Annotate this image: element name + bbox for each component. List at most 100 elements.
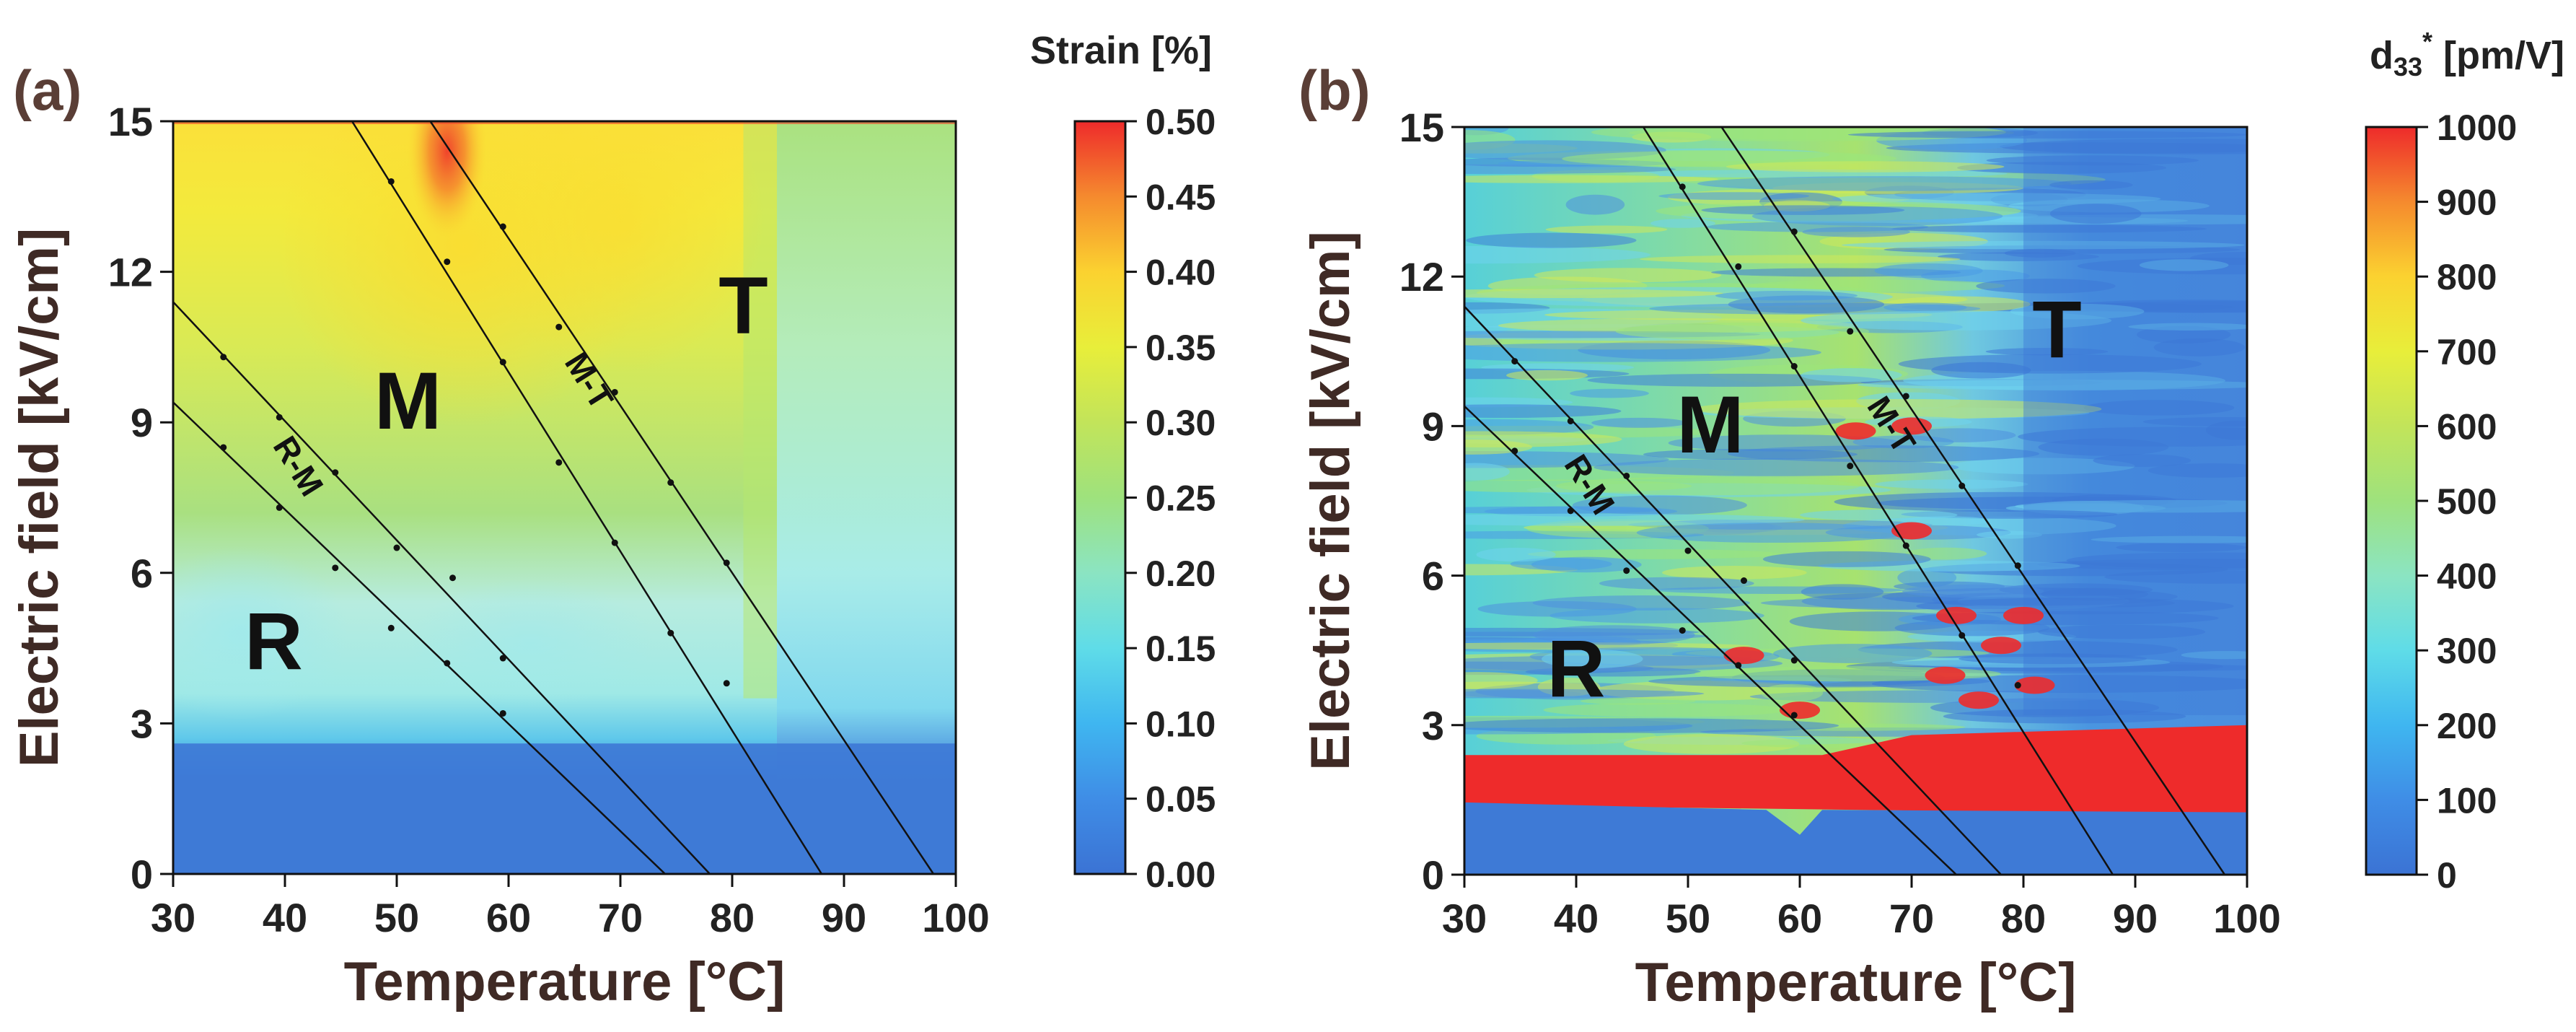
transition-marker (1959, 482, 1966, 489)
phase-boundary-line (429, 121, 935, 874)
plot-frame (172, 120, 957, 875)
x-axis-title: Temperature [°C] (344, 951, 786, 1013)
y-tick-label: 15 (108, 99, 153, 144)
colorbar-tick-label: 0.50 (1146, 102, 1216, 142)
colorbar-tick-label: 0.00 (1146, 854, 1216, 895)
transition-marker (667, 479, 674, 486)
transition-marker (444, 258, 451, 266)
y-tick-label: 3 (1422, 703, 1444, 748)
x-tick-label: 50 (1666, 896, 1710, 941)
y-tick-label: 15 (1399, 105, 1444, 150)
transition-marker (555, 323, 563, 331)
phase-boundary-line (1464, 305, 2002, 875)
transition-marker (667, 629, 674, 637)
phase-boundary-line (173, 401, 666, 874)
transition-marker (499, 709, 506, 717)
y-tick-label: 12 (1399, 254, 1444, 299)
transition-marker (1684, 547, 1692, 554)
y-tick-label: 9 (1422, 403, 1444, 449)
x-tick-label: 30 (151, 895, 195, 940)
transition-marker (1847, 463, 1854, 470)
transition-marker (1567, 507, 1574, 515)
colorbar-tick-label: 0.35 (1146, 328, 1216, 368)
transition-marker (1741, 577, 1747, 585)
x-tick-label: 40 (1554, 896, 1599, 941)
x-tick-label: 70 (598, 895, 643, 940)
transition-marker (1511, 358, 1518, 365)
y-axis-title: Electric field [kV/cm] (9, 228, 70, 768)
transition-marker (1790, 712, 1798, 719)
colorbar-title: Strain [%] (1030, 29, 1212, 72)
transition-marker (1735, 263, 1742, 270)
transition-marker (1679, 183, 1686, 191)
transition-marker (1511, 447, 1518, 455)
x-tick-label: 60 (486, 895, 531, 940)
x-tick-label: 30 (1442, 896, 1487, 941)
plot-frame (1463, 126, 2248, 876)
x-axis-title: Temperature [°C] (1635, 952, 2077, 1013)
transition-marker (499, 223, 506, 230)
phase-label: R (245, 597, 303, 687)
transition-marker (332, 564, 339, 572)
transition-marker (1959, 631, 1966, 639)
phase-boundary-line (1642, 127, 2114, 875)
transition-marker (220, 354, 227, 361)
transition-marker (1623, 567, 1630, 574)
phase-label: R (1547, 624, 1606, 714)
colorbar (2365, 126, 2418, 876)
y-tick-label: 9 (131, 400, 153, 445)
phase-boundary-line (1464, 405, 1957, 875)
colorbar-tick-label: 900 (2437, 183, 2497, 223)
transition-marker (1790, 363, 1798, 370)
colorbar-tick-label: 100 (2437, 780, 2497, 821)
x-tick-label: 100 (922, 895, 989, 940)
y-tick-label: 12 (108, 250, 153, 295)
colorbar-tick-label: 500 (2437, 481, 2497, 522)
x-tick-label: 100 (2213, 896, 2280, 941)
colorbar-tick-label: 0.45 (1146, 177, 1216, 217)
panel-label: (b) (1298, 58, 1371, 122)
phase-boundary-line (351, 121, 823, 874)
colorbar-tick-label: 600 (2437, 406, 2497, 447)
x-tick-label: 90 (822, 895, 866, 940)
transition-marker (499, 655, 506, 662)
x-tick-label: 80 (2001, 896, 2046, 941)
transition-marker (555, 459, 563, 466)
phase-label: T (2032, 285, 2081, 375)
transition-marker (1902, 393, 1909, 400)
transition-marker (1790, 228, 1798, 235)
transition-marker (1790, 657, 1798, 664)
colorbar-tick-label: 0.40 (1146, 253, 1216, 293)
transition-marker (1902, 542, 1909, 549)
transition-marker (2014, 682, 2021, 689)
phase-label: T (718, 261, 768, 351)
phase-label: M (374, 356, 441, 446)
transition-marker (332, 469, 339, 476)
colorbar-tick-label: 400 (2437, 556, 2497, 597)
colorbar-title: d33* [pm/V] (2370, 27, 2564, 82)
transition-marker (444, 660, 451, 667)
y-tick-label: 3 (131, 701, 153, 746)
x-tick-label: 50 (374, 895, 419, 940)
transition-marker (499, 359, 506, 366)
transition-marker (1567, 417, 1574, 424)
colorbar-tick-label: 700 (2437, 332, 2497, 372)
colorbar-tick-label: 0.05 (1146, 779, 1216, 820)
colorbar-tick-label: 0 (2437, 855, 2457, 896)
x-tick-label: 90 (2113, 896, 2158, 941)
transition-marker (220, 444, 227, 451)
transition-marker (2014, 562, 2021, 569)
x-tick-label: 70 (1889, 896, 1934, 941)
y-tick-label: 0 (1422, 852, 1444, 898)
transition-marker (393, 544, 400, 551)
transition-marker (387, 178, 395, 185)
colorbar-tick-label: 0.20 (1146, 554, 1216, 594)
transition-marker (611, 539, 618, 546)
transition-marker (1623, 472, 1630, 479)
y-tick-label: 0 (131, 852, 153, 897)
transition-marker (611, 388, 618, 395)
y-tick-label: 6 (1422, 554, 1444, 599)
